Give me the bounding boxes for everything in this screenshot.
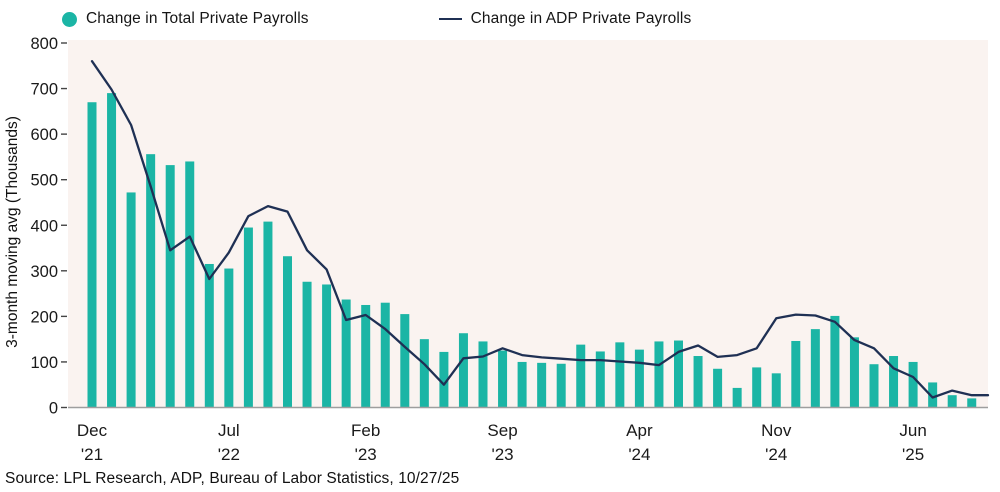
x-tick-month-label: Sep xyxy=(487,421,517,440)
bar-Aug23 xyxy=(478,341,488,408)
bar-May24 xyxy=(654,341,664,408)
y-tick-label: 700 xyxy=(30,81,58,99)
x-tick-year-label: '23 xyxy=(355,445,377,464)
bar-Apr24 xyxy=(634,349,644,408)
bar-Oct22 xyxy=(283,256,292,408)
x-tick-year-label: '23 xyxy=(491,445,513,464)
y-axis-title: 3-month moving avg (Thousands) xyxy=(4,116,21,348)
bar-May23 xyxy=(419,339,429,408)
bar-Jul22 xyxy=(224,268,234,408)
x-tick-month-label: Jun xyxy=(899,421,926,440)
bar-Jul23 xyxy=(458,333,468,408)
bar-Feb23 xyxy=(361,304,371,408)
bar-Nov23 xyxy=(537,362,547,408)
bar-Aug24 xyxy=(713,368,723,408)
bar-Sep24 xyxy=(732,387,742,408)
x-tick-year-label: '24 xyxy=(765,445,787,464)
bars-legend-label: Change in Total Private Payrolls xyxy=(86,10,309,27)
y-tick-label: 400 xyxy=(30,217,58,235)
y-tick-label: 800 xyxy=(30,35,58,53)
bar-Feb24 xyxy=(595,351,605,408)
line-legend-dash-icon xyxy=(438,17,462,21)
bar-Nov22 xyxy=(302,281,312,408)
bar-Sep25 xyxy=(967,398,977,408)
x-tick-month-label: Dec xyxy=(77,421,108,440)
bar-Feb22 xyxy=(126,192,136,408)
y-tick-label: 0 xyxy=(49,400,58,418)
x-tick-month-label: Nov xyxy=(761,421,792,440)
bar-Mar24 xyxy=(615,342,625,408)
bar-Jun22 xyxy=(204,263,214,408)
bar-Mar22 xyxy=(146,154,156,408)
bar-Oct23 xyxy=(517,361,527,408)
source-note: Source: LPL Research, ADP, Bureau of Lab… xyxy=(5,470,460,487)
legend-item-total-payrolls: Change in Total Private Payrolls xyxy=(62,10,309,28)
bar-Apr22 xyxy=(165,165,175,408)
bar-Jan23 xyxy=(341,299,351,408)
bar-Dec23 xyxy=(556,363,566,408)
y-tick-label: 300 xyxy=(30,263,58,281)
legend-item-adp-payrolls: Change in ADP Private Payrolls xyxy=(438,10,692,28)
bar-Apr25 xyxy=(869,364,879,408)
x-tick-year-label: '21 xyxy=(81,445,103,464)
bar-Jun25 xyxy=(908,361,918,408)
adp-line xyxy=(90,60,990,399)
bar-Sep23 xyxy=(498,350,508,408)
legend: Change in Total Private Payrolls Change … xyxy=(62,7,691,31)
y-tick-label: 500 xyxy=(30,172,58,190)
bar-Oct24 xyxy=(752,367,762,408)
x-tick-month-label: Jul xyxy=(218,421,240,440)
bar-Jan24 xyxy=(576,344,586,408)
bar-May22 xyxy=(185,161,195,408)
x-tick-month-label: Apr xyxy=(626,421,653,440)
bar-Jul25 xyxy=(928,382,938,408)
bar-Nov24 xyxy=(771,373,781,408)
y-tick-label: 600 xyxy=(30,126,58,144)
x-tick-year-label: '24 xyxy=(628,445,650,464)
x-tick-year-label: '25 xyxy=(902,445,924,464)
y-tick-label: 200 xyxy=(30,308,58,326)
bar-Jul24 xyxy=(693,356,703,408)
bar-Dec21 xyxy=(87,102,97,408)
bar-Feb25 xyxy=(830,315,840,408)
bar-Dec24 xyxy=(791,340,801,408)
bar-Mar25 xyxy=(849,337,859,408)
line-legend-label: Change in ADP Private Payrolls xyxy=(470,10,692,27)
bar-Sep22 xyxy=(263,221,273,408)
bar-Aug25 xyxy=(947,395,957,408)
y-tick-label: 100 xyxy=(30,354,58,372)
bar-Jun24 xyxy=(674,340,683,408)
bar-Jan22 xyxy=(107,93,117,408)
bar-Jun23 xyxy=(439,351,449,408)
x-tick-year-label: '22 xyxy=(218,445,240,464)
x-tick-month-label: Feb xyxy=(351,421,380,440)
bars-legend-dot-icon xyxy=(62,11,77,27)
bar-Mar23 xyxy=(380,302,390,408)
bar-May25 xyxy=(889,356,899,408)
bar-Dec22 xyxy=(322,284,332,408)
bar-Apr23 xyxy=(400,314,410,408)
bar-Aug22 xyxy=(243,227,253,408)
bar-Jan25 xyxy=(810,329,820,408)
